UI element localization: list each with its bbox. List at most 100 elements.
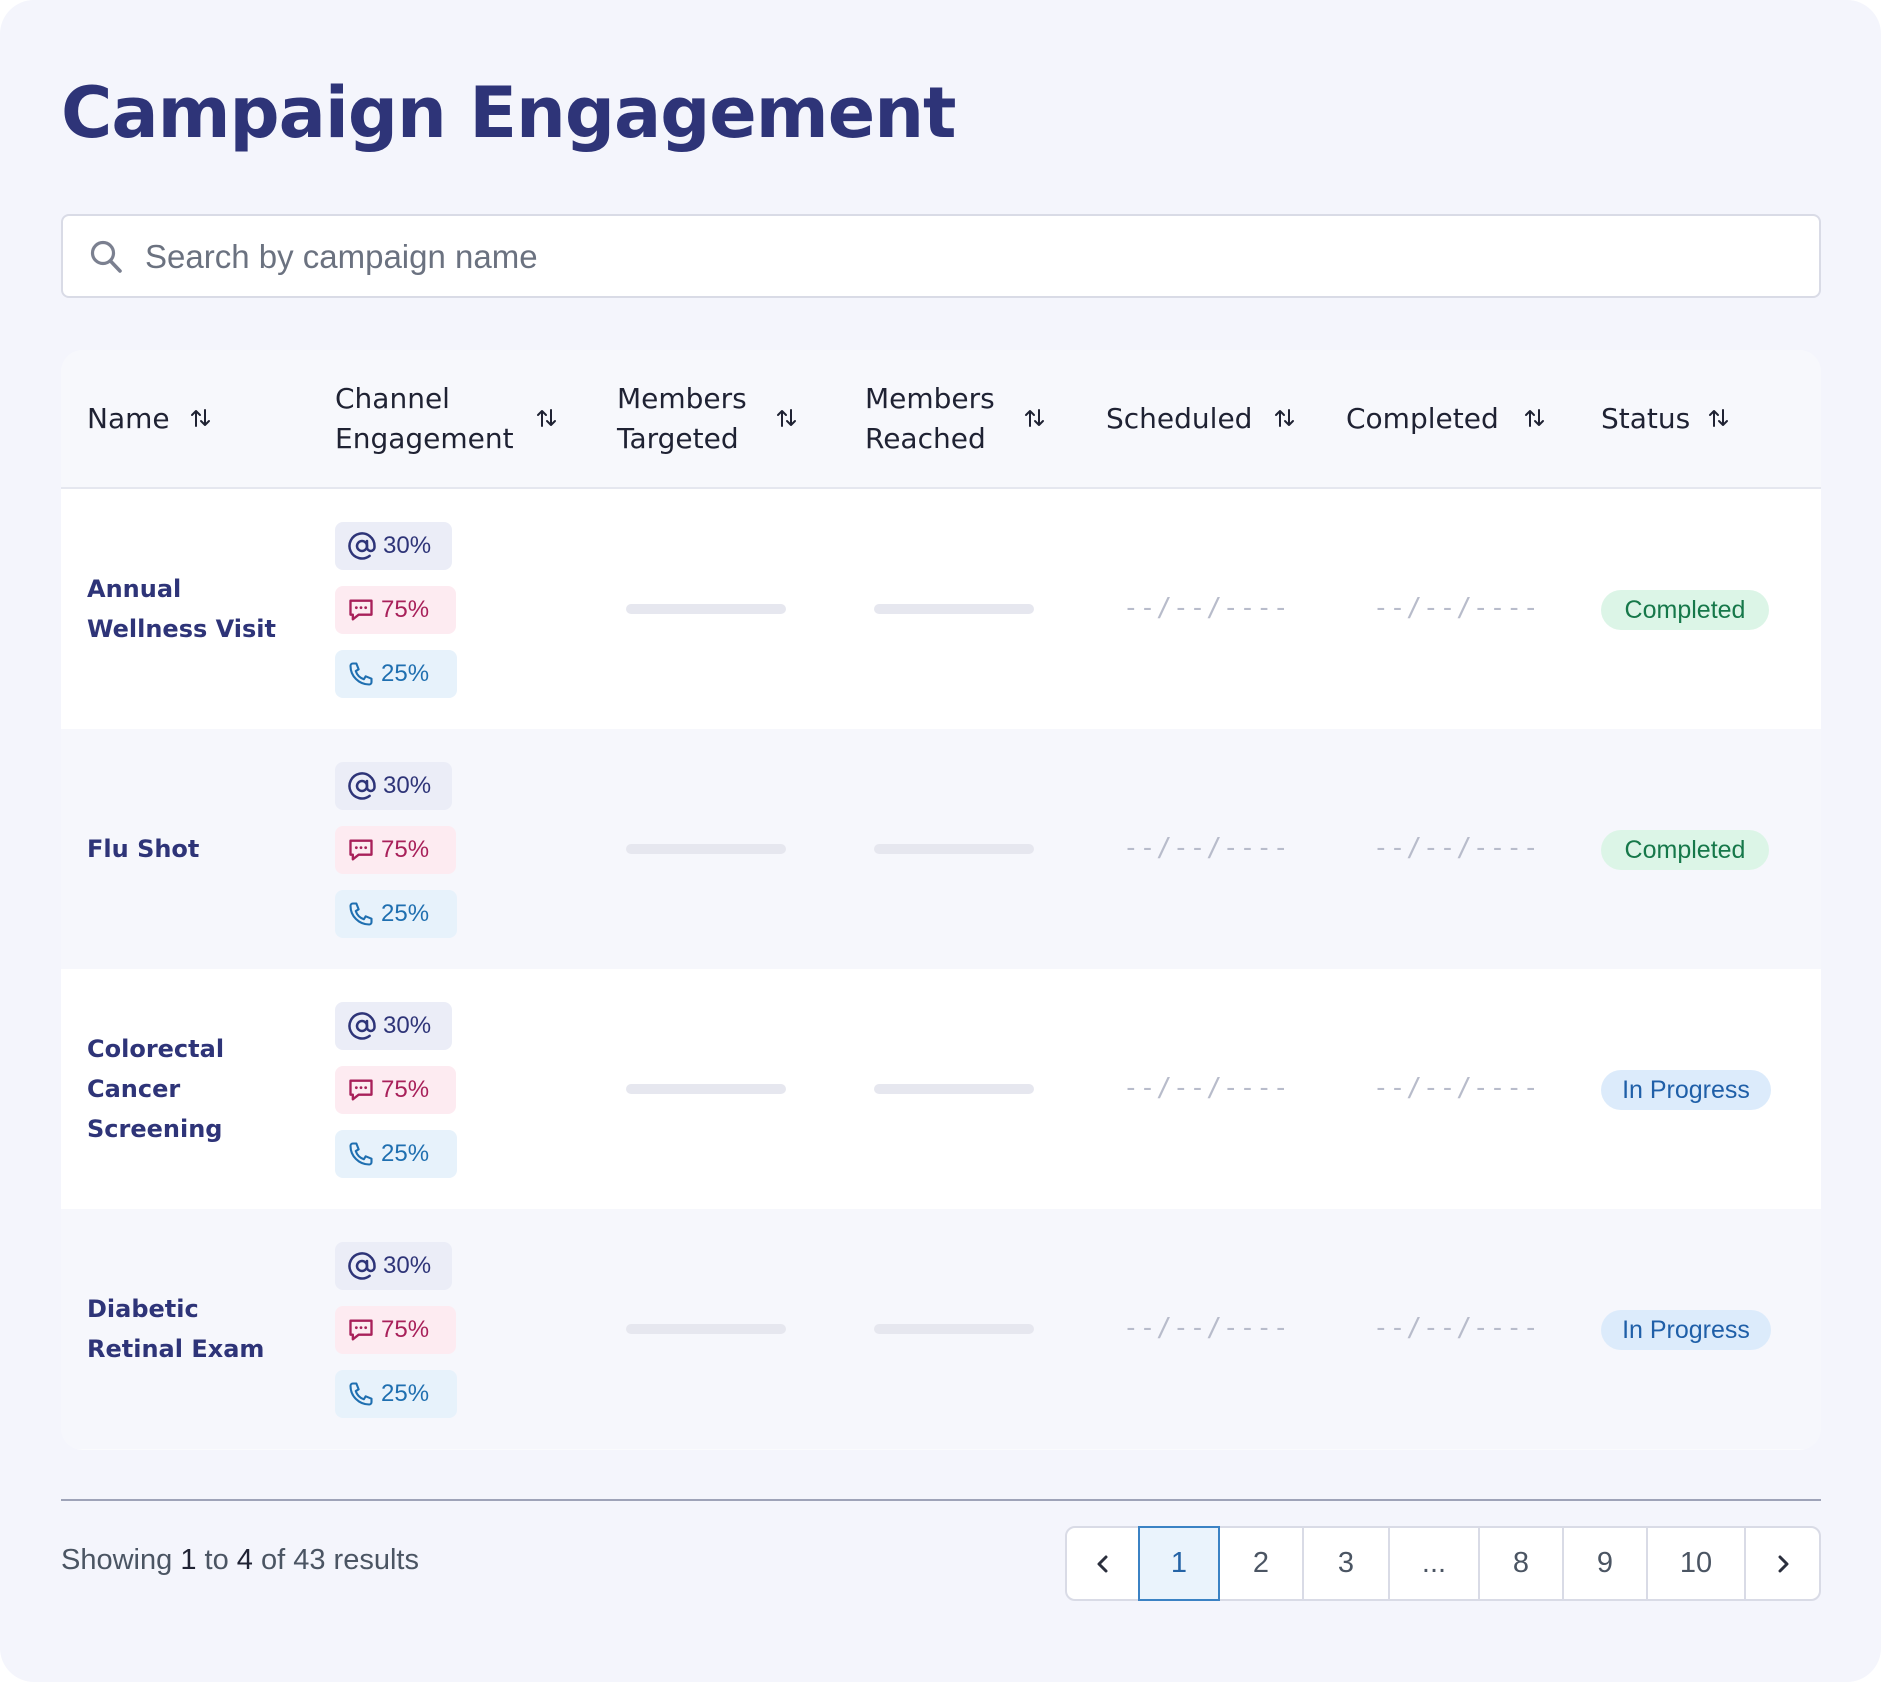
column-label: Members Reached (865, 381, 995, 455)
column-header-members-reached[interactable]: Members Reached (865, 350, 1015, 487)
phone-percent: 25% (381, 660, 430, 687)
page-button-9[interactable]: 9 (1564, 1528, 1648, 1599)
column-header-completed[interactable]: Completed (1346, 350, 1526, 487)
phone-percent: 25% (381, 1140, 430, 1167)
at-sign-icon (348, 532, 376, 560)
prev-page-button[interactable] (1067, 1528, 1140, 1599)
at-sign-icon (348, 1012, 376, 1040)
column-header-members-targeted[interactable]: Members Targeted (617, 350, 767, 487)
sort-icon[interactable] (535, 406, 559, 430)
email-engagement-pill: 30% (335, 1242, 452, 1290)
sort-icon[interactable] (1523, 406, 1547, 430)
campaign-name[interactable]: Flu Shot (87, 835, 200, 863)
members-targeted-placeholder (626, 844, 786, 854)
members-reached-placeholder (874, 844, 1034, 854)
phone-icon (349, 662, 373, 686)
status-badge: Completed (1601, 830, 1769, 870)
scheduled-date: --/--/---- (1123, 833, 1290, 863)
phone-percent: 25% (381, 1380, 430, 1407)
column-label: Name (87, 401, 170, 435)
table-row[interactable]: Colorectal Cancer Screening 30% 75% 25% … (61, 969, 1821, 1209)
campaign-name[interactable]: Diabetic Retinal Exam (87, 1295, 265, 1363)
email-percent: 30% (383, 532, 432, 559)
members-reached-placeholder (874, 604, 1034, 614)
members-reached-placeholder (874, 1324, 1034, 1334)
at-sign-icon (348, 772, 376, 800)
at-sign-icon (348, 1252, 376, 1280)
results-of-word: of (260, 1544, 286, 1576)
campaign-name-cell: Diabetic Retinal Exam (87, 1209, 297, 1449)
status-badge: Completed (1601, 590, 1769, 630)
scheduled-date: --/--/---- (1123, 1073, 1290, 1103)
members-reached-placeholder (874, 1084, 1034, 1094)
page-ellipsis: ... (1390, 1528, 1480, 1599)
sort-icon[interactable] (1707, 406, 1731, 430)
sms-engagement-pill: 75% (335, 586, 456, 634)
column-label: Status (1601, 401, 1691, 435)
phone-engagement-pill: 25% (335, 1370, 457, 1418)
phone-engagement-pill: 25% (335, 650, 457, 698)
phone-icon (349, 1382, 373, 1406)
completed-date: --/--/---- (1373, 1073, 1540, 1103)
phone-engagement-pill: 25% (335, 890, 457, 938)
page-button-2[interactable]: 2 (1220, 1528, 1304, 1599)
table-row[interactable]: Annual Wellness Visit 30% 75% 25% --/--/… (61, 489, 1821, 729)
campaign-name-cell: Colorectal Cancer Screening (87, 969, 297, 1209)
sort-icon[interactable] (775, 406, 799, 430)
footer-divider (61, 1499, 1821, 1501)
status-badge: In Progress (1601, 1310, 1771, 1350)
sms-engagement-pill: 75% (335, 1066, 456, 1114)
column-label: Channel Engagement (335, 381, 514, 455)
email-engagement-pill: 30% (335, 1002, 452, 1050)
column-header-name[interactable]: Name (87, 350, 287, 487)
campaign-table: Name Channel Engagement Members Targeted (61, 350, 1821, 1450)
search-box[interactable] (61, 214, 1821, 298)
next-page-button[interactable] (1746, 1528, 1819, 1599)
members-targeted-placeholder (626, 1324, 786, 1334)
results-total: 43 (293, 1544, 326, 1576)
column-label: Members Targeted (617, 381, 747, 455)
results-word: results (333, 1544, 419, 1576)
sort-icon[interactable] (1273, 406, 1297, 430)
phone-icon (349, 1142, 373, 1166)
members-targeted-placeholder (626, 604, 786, 614)
page-button-10[interactable]: 10 (1648, 1528, 1746, 1599)
page-button-1[interactable]: 1 (1138, 1526, 1220, 1601)
phone-percent: 25% (381, 900, 430, 927)
chat-bubble-icon (349, 599, 373, 621)
email-engagement-pill: 30% (335, 762, 452, 810)
sms-engagement-pill: 75% (335, 826, 456, 874)
search-input[interactable] (143, 230, 1787, 284)
table-row[interactable]: Flu Shot 30% 75% 25% --/--/---- --/--/--… (61, 729, 1821, 969)
completed-date: --/--/---- (1373, 593, 1540, 623)
table-row[interactable]: Diabetic Retinal Exam 30% 75% 25% --/--/… (61, 1209, 1821, 1449)
column-header-channel-engagement[interactable]: Channel Engagement (335, 350, 535, 487)
sms-percent: 75% (381, 596, 430, 623)
sort-icon[interactable] (1023, 406, 1047, 430)
column-header-scheduled[interactable]: Scheduled (1106, 350, 1281, 487)
chevron-right-icon (1778, 1555, 1788, 1572)
table-header: Name Channel Engagement Members Targeted (61, 350, 1821, 489)
completed-date: --/--/---- (1373, 833, 1540, 863)
page-title: Campaign Engagement (61, 72, 956, 154)
chevron-left-icon (1097, 1555, 1107, 1572)
column-label: Scheduled (1106, 401, 1253, 435)
results-from: 1 (180, 1544, 197, 1576)
page-button-3[interactable]: 3 (1304, 1528, 1390, 1599)
campaign-name[interactable]: Colorectal Cancer Screening (87, 1035, 225, 1143)
email-percent: 30% (383, 1012, 432, 1039)
sort-icon[interactable] (189, 406, 213, 430)
results-to-word: to (204, 1544, 229, 1576)
sms-percent: 75% (381, 836, 430, 863)
scheduled-date: --/--/---- (1123, 593, 1290, 623)
campaign-name[interactable]: Annual Wellness Visit (87, 575, 276, 643)
campaign-name-cell: Annual Wellness Visit (87, 489, 297, 729)
sms-percent: 75% (381, 1076, 430, 1103)
email-engagement-pill: 30% (335, 522, 452, 570)
sms-percent: 75% (381, 1316, 430, 1343)
scheduled-date: --/--/---- (1123, 1313, 1290, 1343)
page-button-8[interactable]: 8 (1480, 1528, 1564, 1599)
column-header-status[interactable]: Status (1601, 350, 1711, 487)
results-showing-word: Showing (61, 1544, 173, 1576)
